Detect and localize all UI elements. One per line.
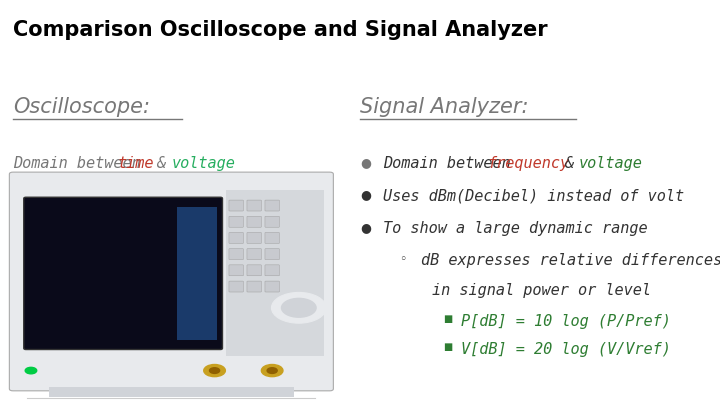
Text: &: & (148, 156, 176, 171)
Text: Domain between: Domain between (13, 156, 150, 171)
Text: voltage: voltage (579, 156, 643, 171)
Text: in signal power or level: in signal power or level (432, 284, 651, 298)
Text: ◦: ◦ (400, 253, 407, 266)
Text: V[dB] = 20 log (V/Vref): V[dB] = 20 log (V/Vref) (461, 342, 670, 357)
Text: ■: ■ (443, 342, 452, 352)
Text: Signal Analyzer:: Signal Analyzer: (360, 97, 528, 117)
Text: &: & (556, 156, 583, 171)
Text: Oscilloscope:: Oscilloscope: (13, 97, 150, 117)
Text: P[dB] = 10 log (P/Pref): P[dB] = 10 log (P/Pref) (461, 314, 670, 329)
Text: Domain between: Domain between (383, 156, 520, 171)
Text: Uses dBm(Decibel) instead of volt: Uses dBm(Decibel) instead of volt (383, 188, 684, 203)
Text: Comparison Oscilloscope and Signal Analyzer: Comparison Oscilloscope and Signal Analy… (13, 20, 548, 40)
Text: ■: ■ (443, 314, 452, 324)
Text: ●: ● (360, 156, 371, 169)
Text: voltage: voltage (171, 156, 235, 171)
Text: time: time (117, 156, 154, 171)
Text: frequency: frequency (487, 156, 570, 171)
Text: dB expresses relative differences: dB expresses relative differences (421, 253, 720, 268)
Text: ●: ● (360, 221, 371, 234)
Text: To show a large dynamic range: To show a large dynamic range (383, 221, 648, 236)
Text: ●: ● (360, 188, 371, 201)
